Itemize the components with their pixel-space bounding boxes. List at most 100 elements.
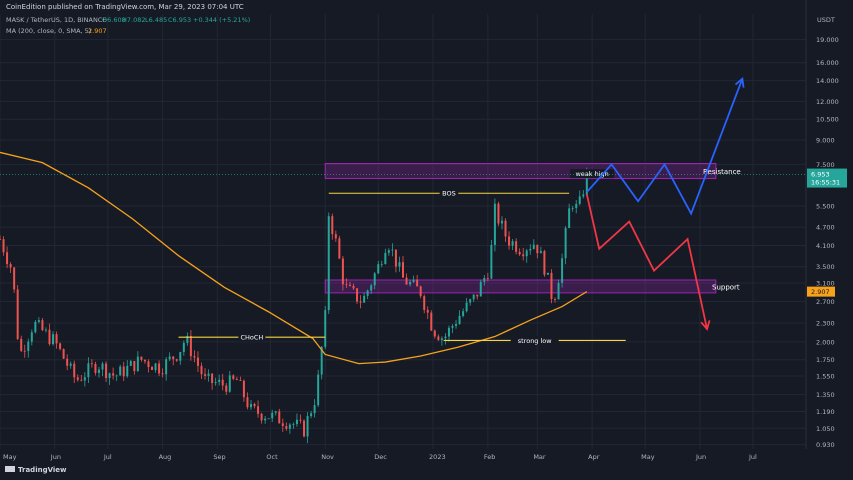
candle-body — [200, 365, 203, 375]
zone-resistance[interactable] — [324, 163, 717, 180]
x-tick-label: May — [3, 453, 17, 461]
candle-body — [529, 248, 532, 251]
ma-label: MA (200, close, 0, SMA, 5) — [6, 27, 91, 35]
y-tick-label: 4.100 — [816, 242, 835, 250]
candle-body — [532, 244, 535, 249]
candles — [0, 167, 588, 444]
candle-body — [327, 216, 330, 311]
candle-body — [55, 334, 58, 344]
projections — [585, 76, 745, 331]
candle-body — [550, 272, 553, 300]
bullish-projection[interactable] — [586, 78, 744, 216]
candle-body — [285, 426, 288, 429]
candle-body — [409, 281, 412, 285]
candle-body — [398, 262, 401, 267]
last-price-value: 6.953 — [811, 171, 830, 179]
y-tick-label: 2.300 — [816, 320, 835, 328]
candle-body — [23, 350, 26, 352]
candle-body — [30, 332, 33, 342]
ma-value: 2.907 — [88, 27, 107, 35]
candle-body — [564, 228, 567, 259]
candle-body — [423, 296, 426, 310]
candle-body — [66, 358, 69, 366]
bullish-projection-arrowhead — [734, 76, 745, 88]
candle-body — [536, 244, 539, 254]
candle-body — [324, 310, 327, 347]
candle-body — [331, 216, 334, 235]
candle-body — [437, 336, 440, 341]
y-tick-label: 5.500 — [816, 203, 835, 211]
level-label-bg — [510, 335, 559, 345]
candle-body — [278, 411, 281, 424]
candle-body — [348, 284, 351, 286]
price-axis[interactable]: 19.000 16.000 14.000 12.000 10.500 9.000 7.500… — [816, 36, 839, 449]
candle-body — [119, 366, 122, 376]
candle-body — [479, 281, 482, 297]
candle-body — [313, 405, 316, 414]
candle-body — [303, 420, 306, 437]
level-label-bg — [238, 332, 266, 342]
candle-body — [249, 403, 252, 408]
candle-body — [232, 375, 235, 379]
ma-price-tag[interactable] — [807, 286, 835, 297]
candle-body — [465, 302, 468, 312]
x-tick-label: Jun — [50, 453, 61, 461]
candle-body — [136, 356, 139, 371]
candle-body — [239, 379, 242, 381]
candle-body — [522, 254, 525, 257]
candle-body — [179, 352, 182, 361]
candle-body — [578, 196, 581, 204]
candle-body — [101, 363, 104, 370]
candle-body — [2, 239, 5, 253]
bar-countdown: 16:55:31 — [811, 179, 840, 187]
candle-body — [486, 277, 489, 279]
y-tick-label: 2.700 — [816, 298, 835, 306]
candle-body — [387, 250, 390, 253]
candle-body — [341, 258, 344, 285]
candle-body — [52, 334, 55, 345]
candle-body — [447, 327, 450, 337]
candle-body — [211, 373, 214, 384]
level-lines: CHoCH BOS weak high strong low — [178, 169, 626, 345]
last-price-tag[interactable] — [807, 168, 847, 188]
tradingview-logo[interactable]: TradingView — [5, 466, 67, 474]
y-tick-label: 19.000 — [816, 36, 839, 44]
zone-label-resistance: Resistance — [703, 168, 741, 176]
candle-body — [568, 208, 571, 229]
candle-body — [412, 279, 415, 282]
x-tick-label: Dec — [374, 453, 387, 461]
bearish-projection-arrowhead — [700, 320, 711, 331]
time-axis[interactable]: May Jun Jul Aug Sep Oct Nov Dec 2023 Feb Mar Apr May… — [3, 453, 757, 461]
x-tick-label: Apr — [588, 453, 600, 461]
bearish-projection[interactable] — [585, 194, 708, 330]
zone-label-support: Support — [712, 283, 740, 291]
candle-body — [320, 346, 323, 375]
ma-200-line[interactable] — [0, 151, 588, 365]
candle-body — [48, 329, 51, 345]
candle-body — [394, 249, 397, 267]
y-tick-label: 1.750 — [816, 356, 835, 364]
zone-support[interactable] — [324, 279, 717, 294]
candle-body — [370, 285, 373, 291]
candle-body — [59, 343, 62, 350]
candle-body — [295, 419, 298, 425]
candle-body — [405, 277, 408, 285]
candle-body — [306, 416, 309, 437]
x-tick-label: Oct — [266, 453, 278, 461]
candle-body — [76, 377, 79, 380]
candle-body — [500, 220, 503, 224]
candle-body — [0, 239, 1, 240]
level-label-weak-high: weak high — [575, 170, 608, 178]
candle-body — [310, 413, 313, 417]
candle-body — [356, 288, 359, 302]
ohlc-high: H7.082 — [122, 16, 146, 24]
candle-body — [561, 258, 564, 283]
candle-body — [246, 397, 249, 408]
y-tick-label: 9.000 — [816, 136, 835, 144]
level-label-bg — [570, 169, 615, 179]
candle-body — [267, 418, 270, 420]
candle-body — [571, 208, 574, 209]
